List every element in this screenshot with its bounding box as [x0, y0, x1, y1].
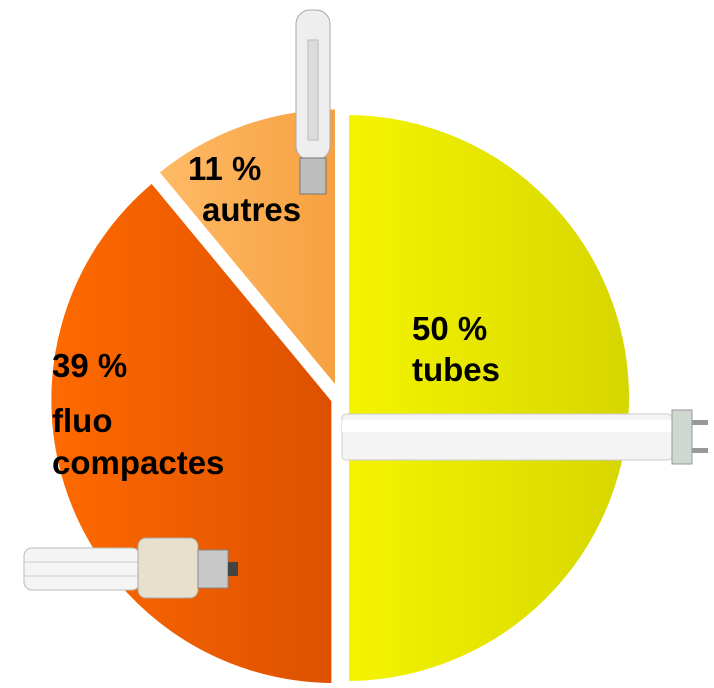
page: 50 %tubes 39 % fluo compactes 11 %autres [0, 0, 714, 688]
value-label: 11 % [188, 148, 348, 189]
value-label: 50 % [412, 308, 562, 349]
chart [0, 0, 714, 688]
pie-slice [346, 112, 632, 684]
slice-label: 11 %autres [188, 148, 348, 231]
slice-label: 39 % fluo compactes [52, 345, 292, 483]
slice-label: 50 %tubes [412, 308, 562, 391]
tube-lamp-icon [342, 410, 708, 464]
value-label: 39 % [52, 345, 292, 386]
category-label: fluo compactes [52, 400, 292, 483]
category-label: tubes [412, 349, 562, 390]
category-label: autres [188, 189, 348, 230]
